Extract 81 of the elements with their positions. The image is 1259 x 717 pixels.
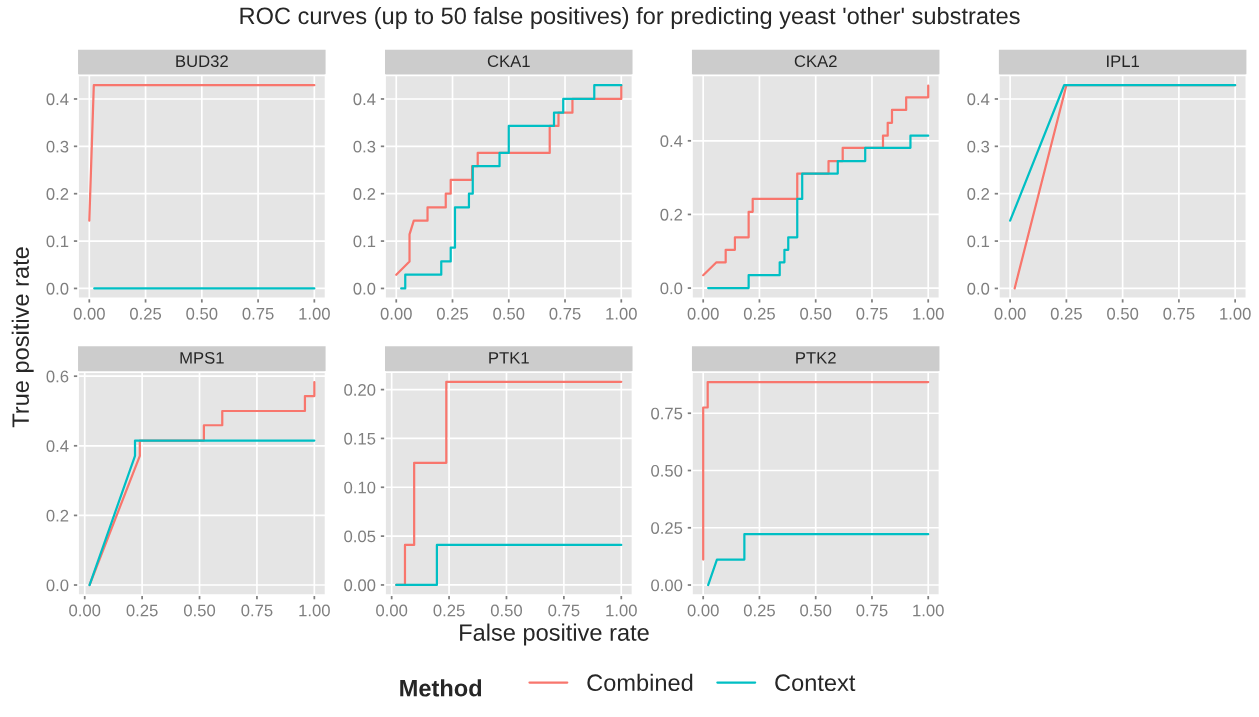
y-tick-label: 0.2 — [353, 188, 376, 200]
x-tick-label: 0.75 — [241, 604, 273, 617]
y-tick-label: 0.75 — [651, 407, 683, 420]
chart-title: BUD32 — [176, 55, 228, 68]
x-tick-label: 0.00 — [687, 307, 719, 320]
y-tick-label: 0.0 — [660, 282, 683, 295]
x-tick-label: 0.75 — [856, 307, 888, 320]
line-series — [702, 84, 930, 277]
y-tick-label: 0.1 — [967, 235, 990, 248]
legend-label: Combined — [587, 673, 693, 692]
y-tick-label: 0.6 — [46, 370, 69, 383]
x-tick-label: 0.50 — [186, 307, 218, 320]
x-tick-label: 0.75 — [242, 307, 274, 320]
y-tick-label: 0.4 — [46, 93, 69, 106]
x-tick-label: 0.25 — [433, 604, 465, 617]
x-tick-label: 1.00 — [606, 307, 637, 320]
x-tick-label: 0.75 — [1163, 307, 1195, 320]
y-tick-label: 0.25 — [651, 522, 683, 534]
x-tick-label: 1.00 — [299, 307, 330, 320]
y-tick-label: 0.2 — [46, 188, 69, 200]
x-tick-label: 0.50 — [1107, 307, 1139, 320]
x-tick-label: 0.50 — [183, 604, 216, 617]
x-tick-label: 0.25 — [130, 307, 162, 320]
line-series — [707, 134, 930, 290]
y-tick-label: 0.2 — [967, 188, 990, 200]
x-tick-label: 1.00 — [913, 604, 944, 617]
x-tick-label: 0.50 — [490, 604, 523, 617]
y-tick-label: 0.0 — [353, 282, 376, 295]
y-tick-label: 0.4 — [967, 93, 990, 106]
y-tick-label: 0.05 — [344, 530, 376, 543]
chart-title: PTK1 — [489, 352, 529, 364]
x-tick-label: 0.50 — [493, 307, 525, 320]
x-tick-label: 0.00 — [73, 307, 105, 320]
legend-label: Context — [775, 674, 856, 692]
chart-title: MPS1 — [180, 351, 224, 364]
y-tick-label: 0.20 — [344, 383, 376, 396]
x-tick-label: 0.75 — [549, 307, 581, 320]
chart-title: CKA2 — [794, 55, 837, 68]
y-tick-label: 0.3 — [46, 140, 69, 153]
x-tick-label: 0.25 — [743, 604, 775, 617]
y-tick-label: 0.3 — [967, 140, 990, 153]
y-tick-label: 0.1 — [46, 235, 69, 248]
y-tick-label: 0.00 — [651, 579, 683, 592]
y-tick-label: 0.50 — [651, 464, 683, 477]
y-tick-label: 0.2 — [660, 208, 683, 221]
x-axis-title: False positive rate — [460, 623, 649, 646]
y-tick-label: 0.4 — [46, 440, 69, 452]
y-axis-title: True positive rate — [11, 247, 34, 428]
y-tick-label: 0.4 — [660, 135, 683, 148]
x-tick-label: 1.00 — [606, 604, 637, 617]
x-tick-label: 0.25 — [743, 307, 775, 320]
x-tick-label: 0.25 — [436, 307, 469, 320]
x-tick-label: 0.00 — [994, 307, 1026, 320]
y-tick-label: 0.00 — [344, 579, 376, 592]
x-tick-label: 0.00 — [687, 604, 719, 617]
x-tick-label: 0.00 — [376, 604, 408, 617]
x-tick-label: 0.00 — [380, 307, 412, 320]
y-tick-label: 0.0 — [967, 282, 990, 295]
y-tick-label: 0.10 — [344, 481, 376, 494]
x-tick-label: 0.00 — [69, 604, 101, 617]
y-tick-label: 0.2 — [46, 509, 69, 522]
chart-title: PTK2 — [796, 351, 836, 364]
y-tick-label: 0.4 — [353, 93, 376, 106]
x-tick-label: 0.50 — [800, 604, 832, 617]
chart-title: CKA1 — [487, 55, 530, 68]
y-tick-label: 0.1 — [353, 235, 376, 248]
x-tick-label: 1.00 — [299, 604, 330, 617]
x-tick-label: 0.50 — [800, 307, 832, 320]
x-tick-label: 1.00 — [1220, 307, 1251, 320]
x-tick-label: 0.25 — [126, 604, 158, 617]
x-tick-label: 0.25 — [1050, 307, 1082, 320]
y-tick-label: 0.0 — [46, 282, 69, 295]
x-tick-label: 0.75 — [548, 604, 580, 617]
x-tick-label: 1.00 — [913, 307, 944, 320]
legend-title: Method — [400, 679, 482, 697]
y-tick-label: 0.0 — [46, 579, 69, 592]
y-tick-label: 0.15 — [344, 432, 376, 445]
y-tick-label: 0.3 — [353, 140, 376, 153]
text: ROC curves (up to 50 false positives) for predicting yeast 'other' substrates — [240, 6, 1020, 29]
x-tick-label: 0.75 — [856, 604, 888, 617]
chart-title: IPL1 — [1107, 55, 1139, 67]
